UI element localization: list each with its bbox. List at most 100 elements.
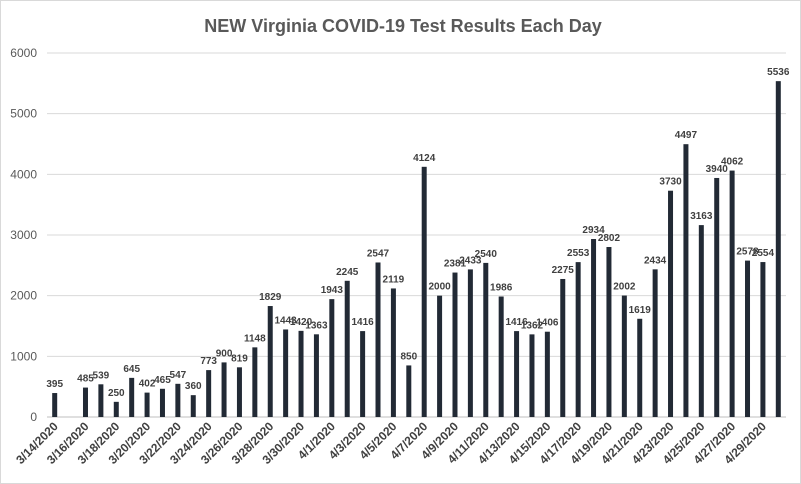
data-label: 4497	[675, 130, 698, 141]
bar	[421, 166, 427, 417]
data-label: 2934	[582, 225, 605, 236]
data-label: 465	[154, 375, 171, 386]
bar	[129, 377, 135, 417]
bar	[698, 225, 704, 417]
data-label: 360	[185, 381, 202, 392]
data-label: 2553	[567, 248, 590, 259]
bar	[529, 334, 535, 417]
y-tick-label: 4000	[10, 167, 37, 181]
bars	[52, 81, 781, 418]
data-label: 1619	[629, 305, 652, 316]
bar	[760, 262, 766, 417]
data-label: 1420	[290, 317, 313, 328]
data-label: 2002	[613, 282, 636, 293]
data-label: 2554	[752, 248, 775, 259]
data-label: 2119	[383, 274, 405, 285]
data-label: 773	[200, 356, 217, 367]
y-tick-label: 3000	[10, 228, 37, 242]
bar	[144, 392, 150, 417]
data-label: 2578	[736, 247, 759, 258]
bar	[267, 306, 273, 417]
bar	[390, 288, 396, 417]
bar	[575, 262, 581, 417]
bar	[683, 144, 689, 417]
data-label: 2245	[336, 267, 359, 278]
data-label: 2275	[552, 265, 575, 276]
bar	[221, 362, 227, 417]
bar	[82, 387, 88, 417]
gridlines	[47, 52, 786, 418]
data-label: 850	[400, 351, 417, 362]
data-label: 4124	[413, 153, 436, 164]
bar	[113, 401, 119, 417]
bar	[729, 170, 735, 417]
data-label: 900	[216, 348, 233, 359]
bar	[375, 262, 381, 417]
bar	[467, 269, 473, 417]
y-tick-label: 1000	[10, 349, 37, 363]
bar	[668, 190, 674, 417]
bar	[283, 329, 289, 417]
y-tick-label: 0	[30, 410, 37, 424]
y-tick-label: 6000	[10, 46, 37, 60]
bar	[637, 318, 643, 417]
data-label: 1406	[536, 318, 559, 329]
data-label: 2434	[644, 255, 667, 266]
data-label: 485	[77, 374, 94, 385]
data-label: 5536	[767, 67, 790, 78]
bar	[360, 331, 366, 417]
data-label: 2381	[444, 259, 467, 270]
bar	[652, 269, 658, 417]
data-label: 539	[93, 370, 110, 381]
data-label: 3730	[659, 177, 682, 188]
data-label: 395	[46, 379, 63, 390]
bar	[175, 383, 181, 417]
data-label: 1943	[321, 285, 344, 296]
data-label: 1416	[351, 317, 374, 328]
data-label: 250	[108, 388, 125, 399]
x-axis-ticks: 3/14/20203/16/20203/18/20203/20/20203/22…	[13, 419, 769, 467]
bar	[775, 81, 781, 418]
bar	[498, 296, 504, 417]
chart-title: NEW Virginia COVID-19 Test Results Each …	[204, 16, 601, 36]
bar	[206, 370, 212, 417]
data-label: 2802	[598, 233, 621, 244]
bar	[514, 331, 520, 417]
bar	[483, 262, 489, 417]
data-label: 1363	[305, 320, 328, 331]
bar	[329, 299, 335, 417]
bar	[52, 393, 58, 417]
bar	[745, 260, 751, 417]
data-label: 2000	[428, 282, 451, 293]
data-label: 1443	[275, 315, 298, 326]
data-label: 1829	[259, 292, 282, 303]
bar	[406, 365, 412, 417]
data-label: 1416	[505, 317, 528, 328]
bar	[344, 280, 350, 417]
data-label: 3163	[690, 211, 713, 222]
bar	[591, 239, 597, 417]
data-label: 645	[123, 364, 140, 375]
bar	[159, 388, 165, 417]
bar	[252, 347, 258, 417]
bar	[298, 330, 304, 417]
data-label: 402	[139, 379, 156, 390]
y-tick-label: 2000	[10, 289, 37, 303]
data-label: 2433	[459, 255, 482, 266]
bar	[560, 278, 566, 417]
bar	[98, 384, 104, 417]
bar	[236, 367, 242, 417]
bar	[606, 247, 612, 417]
data-label: 2540	[475, 249, 498, 260]
data-label: 547	[170, 370, 187, 381]
bar	[544, 331, 550, 417]
data-label: 1362	[521, 320, 544, 331]
data-label: 4062	[721, 157, 744, 168]
y-tick-label: 5000	[10, 107, 37, 121]
data-label: 2547	[367, 248, 390, 259]
data-label: 1148	[244, 333, 266, 344]
data-label: 3940	[706, 164, 729, 175]
